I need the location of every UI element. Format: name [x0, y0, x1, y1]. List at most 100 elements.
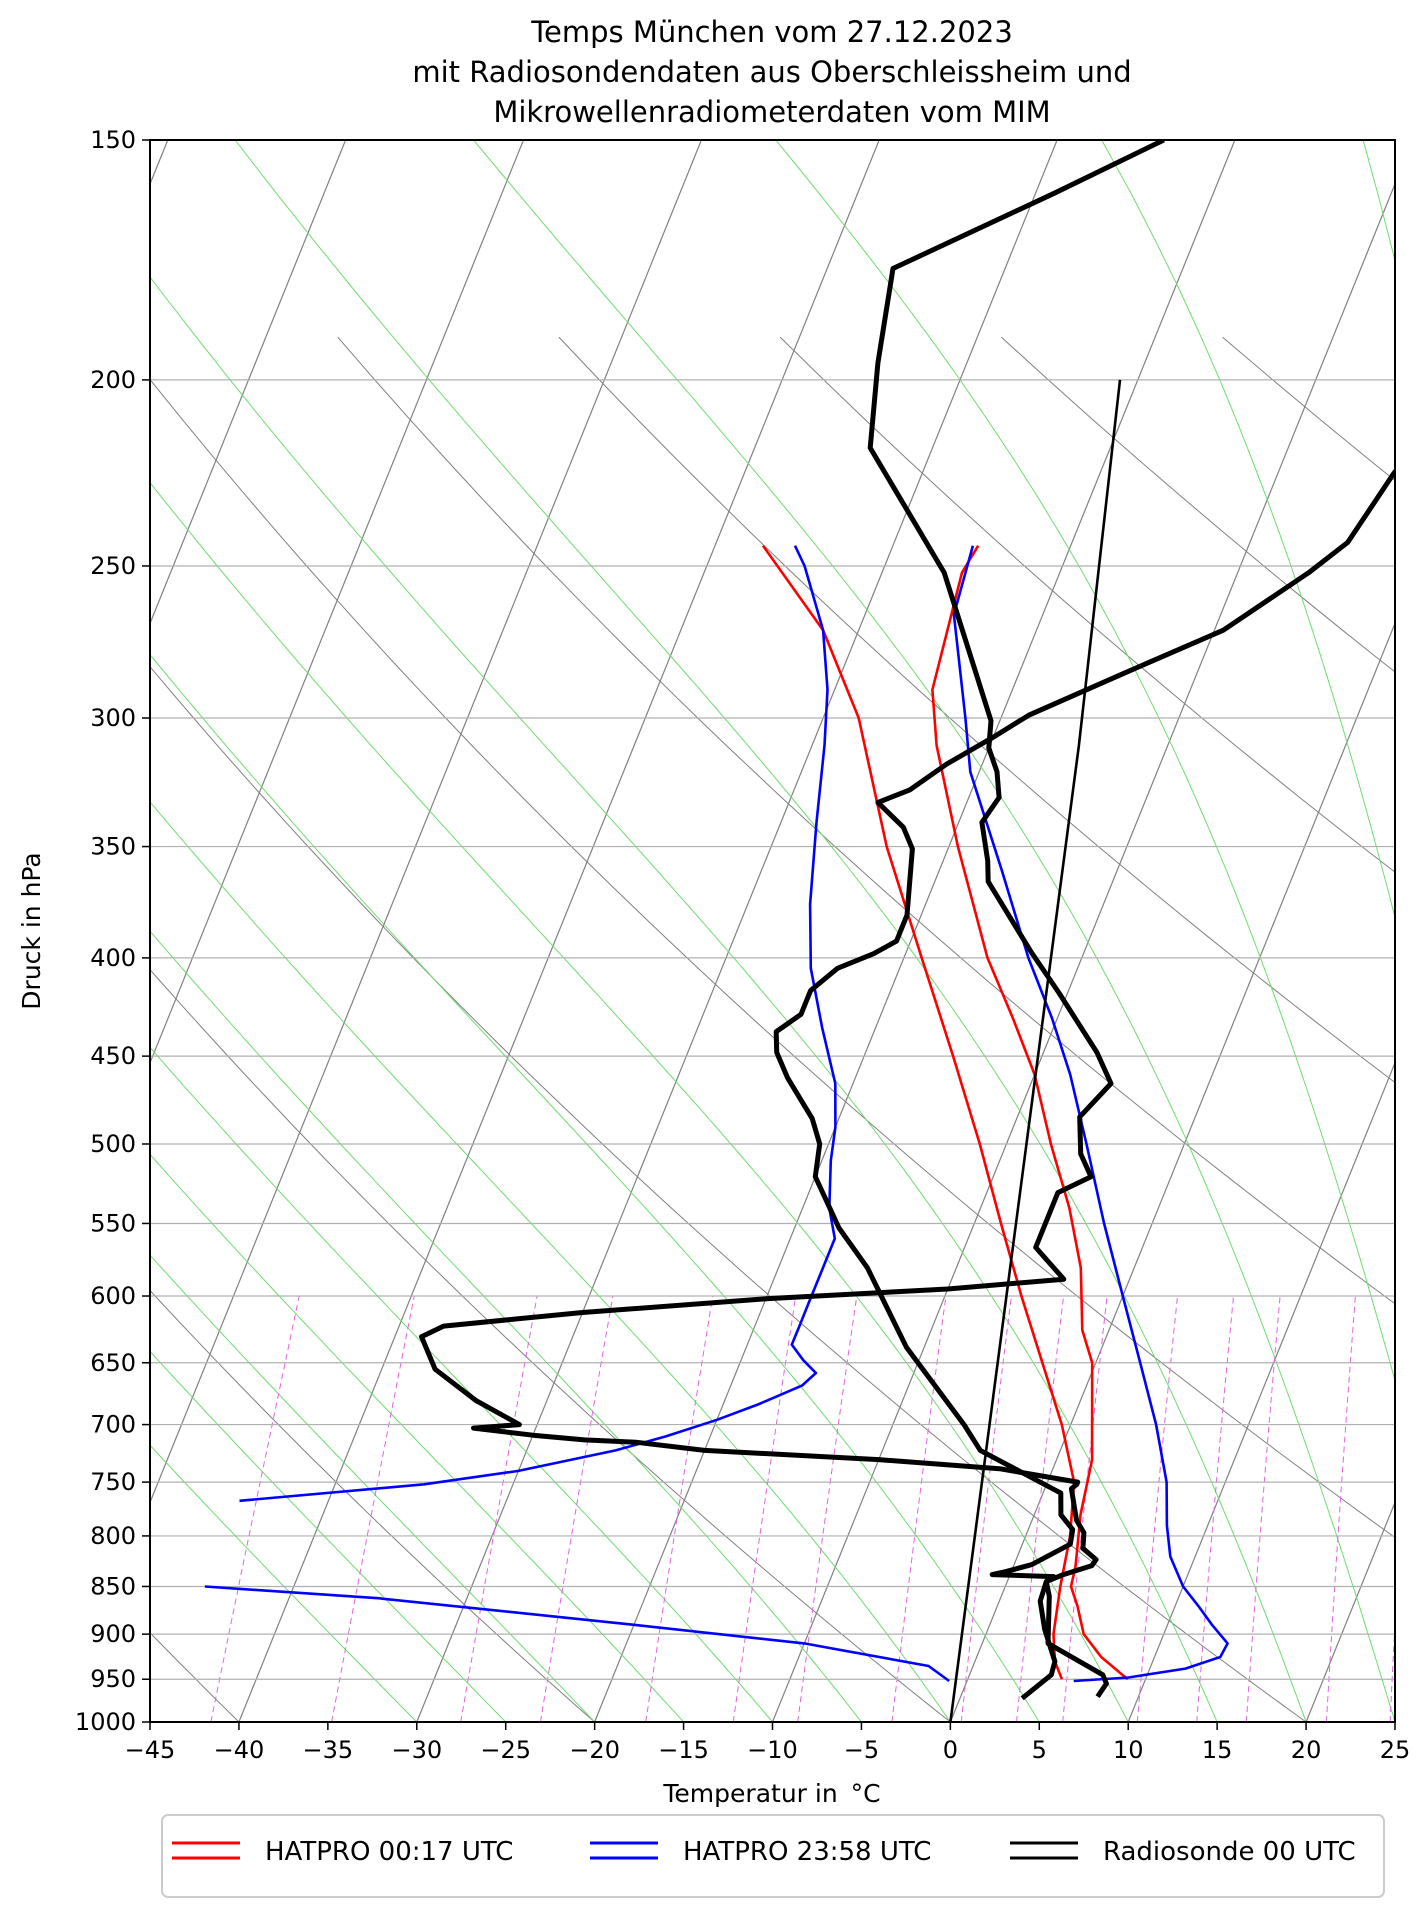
isotherm-line — [771, 182, 1395, 1722]
x-axis-label: Temperatur in °C — [662, 1779, 880, 1808]
y-tick-label: 1000 — [75, 1708, 136, 1736]
moist-adiabat-line — [150, 1444, 418, 1722]
mixing-ratio-line — [1016, 1295, 1065, 1722]
series-1-extra-line — [239, 545, 837, 1503]
x-tick-label: −35 — [303, 1736, 354, 1764]
moist-adiabat-line — [150, 930, 862, 1722]
y-tick-label: 850 — [90, 1572, 136, 1600]
isotherm-line — [150, 140, 525, 1065]
moist-adiabat-line — [150, 1153, 684, 1722]
dry-adiabat-line — [150, 968, 951, 1722]
background-lines — [150, 140, 1395, 1722]
y-tick-label: 950 — [90, 1665, 136, 1693]
y-tick-label: 650 — [90, 1349, 136, 1377]
isotherm-line — [150, 140, 702, 1504]
series-1-dewpoint-line — [952, 545, 1229, 1683]
dry-adiabat-line — [150, 1289, 595, 1722]
legend-label-hatpro-2358: HATPRO 23:58 UTC — [683, 1837, 931, 1867]
y-tick-label: 400 — [90, 944, 136, 972]
y-tick-label: 350 — [90, 833, 136, 861]
x-tick-label: 20 — [1291, 1736, 1322, 1764]
profiles — [204, 140, 1395, 1722]
isotherm-line — [1127, 1061, 1395, 1722]
legend-label-radiosonde: Radiosonde 00 UTC — [1103, 1837, 1356, 1867]
moist-adiabat-line — [150, 481, 1129, 1722]
y-axis-label: Druck in hPa — [17, 852, 46, 1009]
moist-adiabat-line — [150, 1350, 507, 1722]
moist-adiabat-line — [1101, 140, 1395, 920]
moist-adiabat-line — [150, 801, 951, 1722]
chart-title-line-1: Temps München vom 27.12.2023 — [530, 15, 1013, 49]
x-tick-label: −40 — [214, 1736, 265, 1764]
dry-adiabat-line — [1222, 336, 1395, 482]
mixing-ratio-line — [1245, 1295, 1281, 1722]
y-axis-ticks: 1000 950 900 850 800 750 700 650 600 550 500 450 400… — [75, 126, 150, 1736]
series-1-temperature-line — [204, 1585, 950, 1683]
x-axis-ticks: −45 −40 −35 −30 −25 −20 −15 −10 −5 0 5 10 15 20 25 — [125, 1722, 1411, 1764]
y-tick-label: 900 — [90, 1620, 136, 1648]
chart-title-line-3: Mikrowellenradiometerdaten vom MIM — [493, 95, 1050, 129]
dry-adiabat-line — [150, 378, 1395, 1539]
y-tick-label: 200 — [90, 366, 136, 394]
x-tick-label: −5 — [844, 1736, 879, 1764]
mixing-ratio-line — [1325, 1295, 1356, 1722]
series-0-dewpoint-line — [931, 545, 1129, 1681]
moist-adiabat-line — [473, 140, 1395, 1722]
series-2-temperature-line — [419, 140, 1165, 1701]
chart-title-line-2: mit Radiosondendaten aus Oberschleisshei… — [412, 55, 1131, 89]
mixing-ratio-line — [540, 1295, 614, 1722]
pressure-grid — [150, 139, 1395, 1723]
moist-adiabat-line — [775, 140, 1395, 1383]
isotherm-line — [150, 140, 347, 625]
x-tick-label: 15 — [1202, 1736, 1233, 1764]
isotherm-line — [238, 140, 880, 1722]
moist-adiabat-line — [150, 1254, 595, 1722]
y-tick-label: 700 — [90, 1411, 136, 1439]
isotherm-line — [1305, 1500, 1395, 1722]
x-tick-label: 25 — [1380, 1736, 1411, 1764]
x-tick-label: −30 — [391, 1736, 442, 1764]
legend-label-hatpro-0017: HATPRO 00:17 UTC — [265, 1837, 513, 1867]
y-tick-label: 800 — [90, 1522, 136, 1550]
x-tick-label: −45 — [125, 1736, 176, 1764]
mixing-ratio-line — [210, 1295, 300, 1722]
x-tick-label: 10 — [1113, 1736, 1144, 1764]
series-2-dewpoint-line — [773, 467, 1395, 1699]
y-tick-label: 600 — [90, 1282, 136, 1310]
y-tick-label: 500 — [90, 1130, 136, 1158]
x-tick-label: −20 — [569, 1736, 620, 1764]
isotherm-zero-line — [949, 379, 1122, 1722]
moist-adiabat-line — [150, 276, 1218, 1722]
x-tick-label: −25 — [480, 1736, 531, 1764]
mixing-ratio-line — [732, 1295, 797, 1722]
x-tick-label: −15 — [658, 1736, 709, 1764]
isotherm-line — [949, 621, 1395, 1722]
y-tick-label: 750 — [90, 1468, 136, 1496]
mixing-ratio-line — [797, 1295, 858, 1722]
plot-frame — [149, 139, 1396, 1723]
mixing-ratio-line — [460, 1295, 538, 1722]
y-tick-label: 300 — [90, 704, 136, 732]
legend: HATPRO 00:17 UTC HATPRO 23:58 UTC Radios… — [161, 1814, 1385, 1898]
dry-adiabat-line — [337, 336, 1395, 1305]
y-tick-label: 550 — [90, 1209, 136, 1237]
mixing-ratio-line — [645, 1295, 714, 1722]
dry-adiabat-line — [779, 336, 1395, 873]
mixing-ratio-line — [331, 1295, 415, 1722]
moist-adiabat-line — [234, 140, 1307, 1722]
isotherm-line — [594, 140, 1236, 1722]
mixing-ratio-line — [1389, 1615, 1395, 1722]
isotherm-line — [416, 140, 1058, 1722]
moist-adiabat-line — [150, 653, 1040, 1722]
legend-box — [161, 1814, 1385, 1898]
x-tick-label: 0 — [943, 1736, 958, 1764]
moist-adiabat-line — [150, 1046, 773, 1722]
x-tick-label: 5 — [1032, 1736, 1047, 1764]
y-tick-label: 150 — [90, 126, 136, 154]
dry-adiabat-line — [150, 665, 1307, 1722]
y-tick-label: 250 — [90, 552, 136, 580]
chart-title: Temps München vom 27.12.2023 mit Radioso… — [412, 15, 1131, 129]
dry-adiabat-line — [558, 336, 1395, 1084]
y-tick-label: 450 — [90, 1042, 136, 1070]
